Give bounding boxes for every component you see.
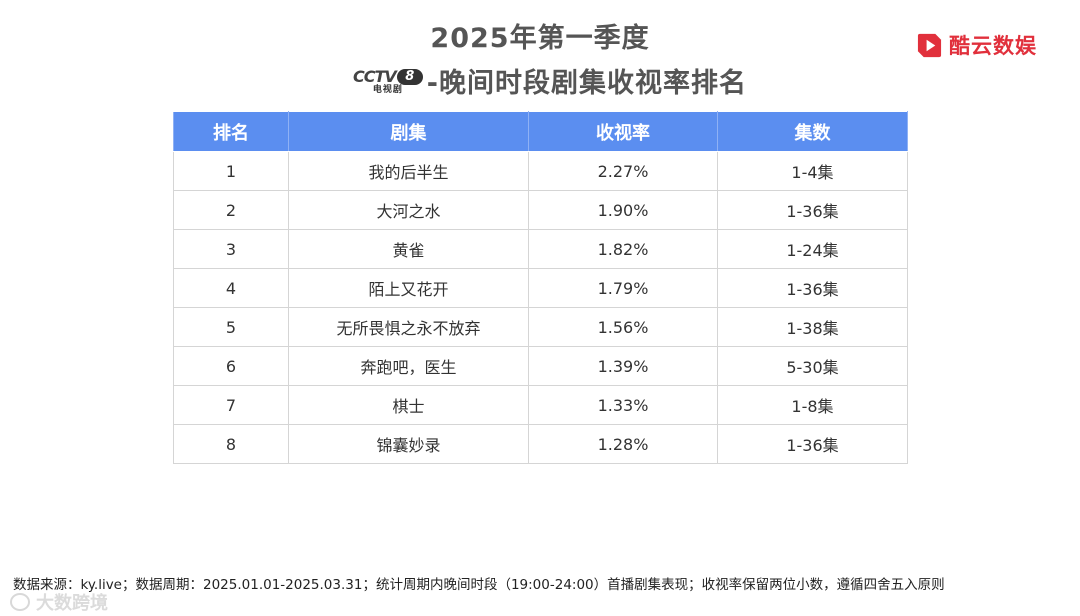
header-episodes: 集数: [717, 111, 908, 152]
ratings-table: 排名 剧集 收视率 集数 1 我的后半生 2.27% 1-4集 2 大河之水 1…: [173, 111, 908, 464]
cell-episodes: 1-36集: [717, 424, 908, 464]
table-row: 4 陌上又花开 1.79% 1-36集: [173, 268, 908, 308]
channel-number-badge: 8: [396, 69, 423, 85]
cell-rating: 1.33%: [528, 385, 718, 425]
cell-episodes: 1-36集: [717, 268, 908, 308]
watermark-text: 大数跨境: [36, 593, 108, 614]
cell-rank: 4: [173, 268, 289, 308]
cctv-logo-text: CCTV: [353, 67, 397, 86]
cell-rank: 7: [173, 385, 289, 425]
cell-rating: 1.56%: [528, 307, 718, 347]
cell-episodes: 1-8集: [717, 385, 908, 425]
cell-rating: 2.27%: [528, 151, 718, 191]
cell-episodes: 1-36集: [717, 190, 908, 230]
table-header-row: 排名 剧集 收视率 集数: [173, 111, 908, 152]
data-source-footnote: 数据来源：ky.live；数据周期：2025.01.01-2025.03.31；…: [13, 577, 945, 593]
cell-rating: 1.39%: [528, 346, 718, 386]
header-rank: 排名: [173, 111, 289, 152]
cell-episodes: 1-4集: [717, 151, 908, 191]
cell-drama: 陌上又花开: [288, 268, 529, 308]
cell-rank: 8: [173, 424, 289, 464]
brand-logo: 酷云数娱: [916, 30, 1037, 60]
cell-drama: 黄雀: [288, 229, 529, 269]
cell-drama: 奔跑吧，医生: [288, 346, 529, 386]
cell-rank: 3: [173, 229, 289, 269]
cell-rating: 1.79%: [528, 268, 718, 308]
header-rating: 收视率: [528, 111, 718, 152]
table-row: 5 无所畏惧之永不放弃 1.56% 1-38集: [173, 307, 908, 347]
cell-rating: 1.82%: [528, 229, 718, 269]
table-row: 6 奔跑吧，医生 1.39% 5-30集: [173, 346, 908, 386]
table-row: 2 大河之水 1.90% 1-36集: [173, 190, 908, 230]
cell-rank: 6: [173, 346, 289, 386]
cell-rank: 2: [173, 190, 289, 230]
page-subtitle: -晚间时段剧集收视率排名: [426, 67, 747, 99]
cctv8-logo: CCTV 8 电视剧: [353, 69, 423, 95]
table-row: 1 我的后半生 2.27% 1-4集: [173, 151, 908, 191]
table-row: 3 黄雀 1.82% 1-24集: [173, 229, 908, 269]
cell-rating: 1.90%: [528, 190, 718, 230]
brand-name: 酷云数娱: [949, 34, 1037, 58]
header-drama: 剧集: [288, 111, 529, 152]
brand-play-icon: [917, 33, 942, 57]
watermark: 大数跨境: [10, 589, 108, 615]
title-block: 2025年第一季度 CCTV 8 电视剧 -晚间时段剧集收视率排名: [0, 22, 1080, 100]
cell-drama: 我的后半生: [288, 151, 529, 191]
page-subtitle-row: CCTV 8 电视剧 -晚间时段剧集收视率排名: [0, 60, 1080, 100]
cell-rank: 1: [173, 151, 289, 191]
table-row: 8 锦囊妙录 1.28% 1-36集: [173, 424, 908, 464]
cell-drama: 大河之水: [288, 190, 529, 230]
page-title: 2025年第一季度: [430, 23, 650, 54]
cell-drama: 棋士: [288, 385, 529, 425]
channel-logo-subtitle: 电视剧: [372, 85, 403, 95]
cell-episodes: 1-24集: [717, 229, 908, 269]
cell-drama: 无所畏惧之永不放弃: [288, 307, 529, 347]
cell-rank: 5: [173, 307, 289, 347]
watermark-icon: [10, 593, 30, 611]
cell-episodes: 1-38集: [717, 307, 908, 347]
table-row: 7 棋士 1.33% 1-8集: [173, 385, 908, 425]
cell-drama: 锦囊妙录: [288, 424, 529, 464]
cell-rating: 1.28%: [528, 424, 718, 464]
cell-episodes: 5-30集: [717, 346, 908, 386]
